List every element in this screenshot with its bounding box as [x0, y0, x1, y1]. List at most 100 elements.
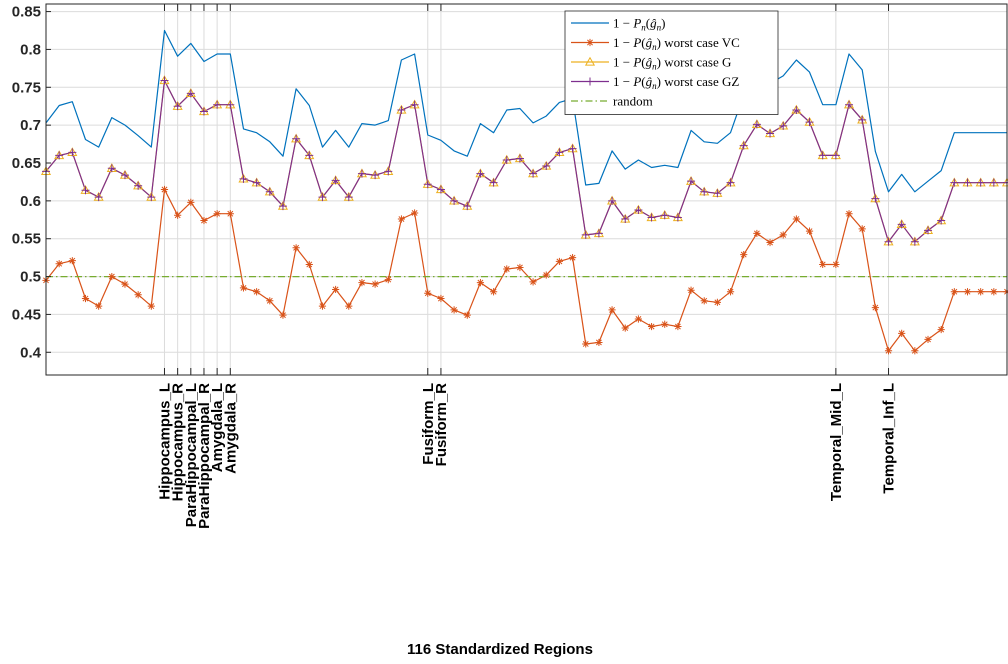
series-line-3 — [45, 79, 1007, 243]
data-point-3 — [818, 151, 827, 160]
data-point-1 — [450, 306, 458, 314]
data-point-3 — [687, 177, 696, 186]
data-point-3 — [621, 215, 630, 224]
data-point-1 — [266, 297, 274, 305]
y-tick-label: 0.8 — [20, 41, 41, 58]
legend-entry: random — [613, 94, 653, 109]
data-point-3 — [199, 107, 208, 116]
legend-text-part: n — [641, 23, 646, 33]
region-label: Hippocampus_L — [156, 383, 173, 500]
data-point-3 — [186, 89, 195, 98]
x-axis-label: 116 Standardized Regions — [407, 641, 593, 658]
data-point-3 — [542, 162, 551, 171]
legend-text-part: n — [652, 81, 657, 91]
data-point-3 — [963, 178, 972, 187]
legend-marker-3 — [586, 77, 594, 86]
legend-entry: 1 − P(ĝn) worst case GZ — [613, 74, 739, 91]
data-point-3 — [476, 169, 485, 178]
region-label: Fusiform_R — [433, 383, 450, 467]
plot-frame — [45, 3, 1008, 376]
y-tick-label: 0.45 — [12, 306, 41, 323]
data-point-3 — [292, 134, 301, 143]
data-point-3 — [68, 148, 77, 157]
data-point-3 — [252, 178, 261, 187]
data-point-3 — [410, 100, 419, 109]
legend-text-part: P — [632, 35, 641, 50]
legend-text-part: ĝ — [646, 55, 653, 70]
data-point-3 — [937, 216, 946, 225]
data-point-1 — [463, 311, 471, 319]
data-point-3 — [871, 194, 880, 203]
data-point-3 — [529, 169, 538, 178]
legend-text-part: ĝ — [646, 35, 653, 50]
data-point-1 — [200, 216, 208, 225]
data-point-3 — [81, 186, 90, 195]
data-point-1 — [345, 302, 353, 310]
legend-text-part: ( — [646, 16, 650, 31]
data-point-3 — [213, 100, 222, 109]
data-point-3 — [976, 178, 985, 187]
data-point-1 — [753, 229, 761, 238]
data-point-1 — [81, 294, 90, 303]
region-label: Amygdala_R — [222, 383, 239, 474]
data-point-3 — [884, 237, 893, 246]
x-gridlines — [163, 4, 890, 375]
data-point-3 — [805, 118, 814, 127]
data-point-3 — [463, 202, 472, 211]
legend-text-part: ) — [661, 16, 665, 31]
data-point-3 — [845, 100, 854, 109]
legend-text-part: 1 − — [613, 74, 633, 89]
data-point-3 — [318, 193, 327, 202]
y-tick-label: 0.55 — [12, 231, 41, 248]
data-point-3 — [660, 211, 669, 220]
data-point-1 — [977, 288, 985, 296]
data-point-3 — [436, 185, 445, 194]
y-gridlines — [46, 11, 1007, 353]
data-point-1 — [147, 302, 155, 310]
data-point-1 — [661, 320, 669, 328]
data-point-1 — [713, 298, 721, 306]
data-point-3 — [226, 100, 235, 109]
data-point-3 — [502, 155, 511, 164]
data-point-1 — [55, 260, 63, 268]
data-point-3 — [831, 151, 840, 160]
data-point-3 — [371, 171, 380, 180]
data-point-3 — [55, 151, 64, 160]
data-point-1 — [253, 288, 261, 296]
data-point-3 — [305, 151, 314, 160]
data-point-3 — [673, 213, 682, 222]
data-point-3 — [752, 120, 761, 129]
data-point-1 — [871, 304, 879, 312]
legend-text-part: n — [657, 23, 662, 33]
data-point-1 — [476, 279, 485, 287]
data-point-3 — [239, 174, 248, 183]
data-point-1 — [371, 280, 379, 288]
legend-text-part: P — [632, 16, 641, 31]
data-point-1 — [726, 288, 735, 296]
legend-text-part: n — [652, 42, 657, 52]
data-point-3 — [134, 181, 143, 190]
legend-text-part: ( — [641, 74, 645, 89]
data-point-3 — [94, 193, 103, 202]
data-point-1 — [239, 284, 248, 292]
region-label: Hippocampus_R — [170, 383, 187, 502]
data-point-1 — [332, 285, 340, 294]
data-point-3 — [779, 121, 788, 130]
data-point-3 — [989, 178, 998, 187]
data-point-1 — [647, 322, 656, 331]
data-point-3 — [515, 154, 524, 163]
legend-text-part: worst case VC — [661, 35, 740, 50]
data-point-3 — [555, 148, 564, 157]
y-tick-label: 0.85 — [12, 4, 41, 21]
region-label: Amygdala_L — [209, 383, 226, 472]
data-point-3 — [713, 189, 722, 198]
data-point-1 — [674, 322, 682, 331]
data-point-3 — [594, 229, 603, 238]
data-point-3 — [897, 220, 906, 229]
y-tick-label: 0.6 — [20, 193, 41, 210]
legend-text-part: ) — [657, 35, 661, 50]
region-label: Fusiform_L — [420, 383, 437, 465]
data-point-3 — [423, 180, 432, 189]
data-point-1 — [489, 288, 498, 296]
legend-entry: 1 − P(ĝn) worst case VC — [613, 35, 740, 52]
